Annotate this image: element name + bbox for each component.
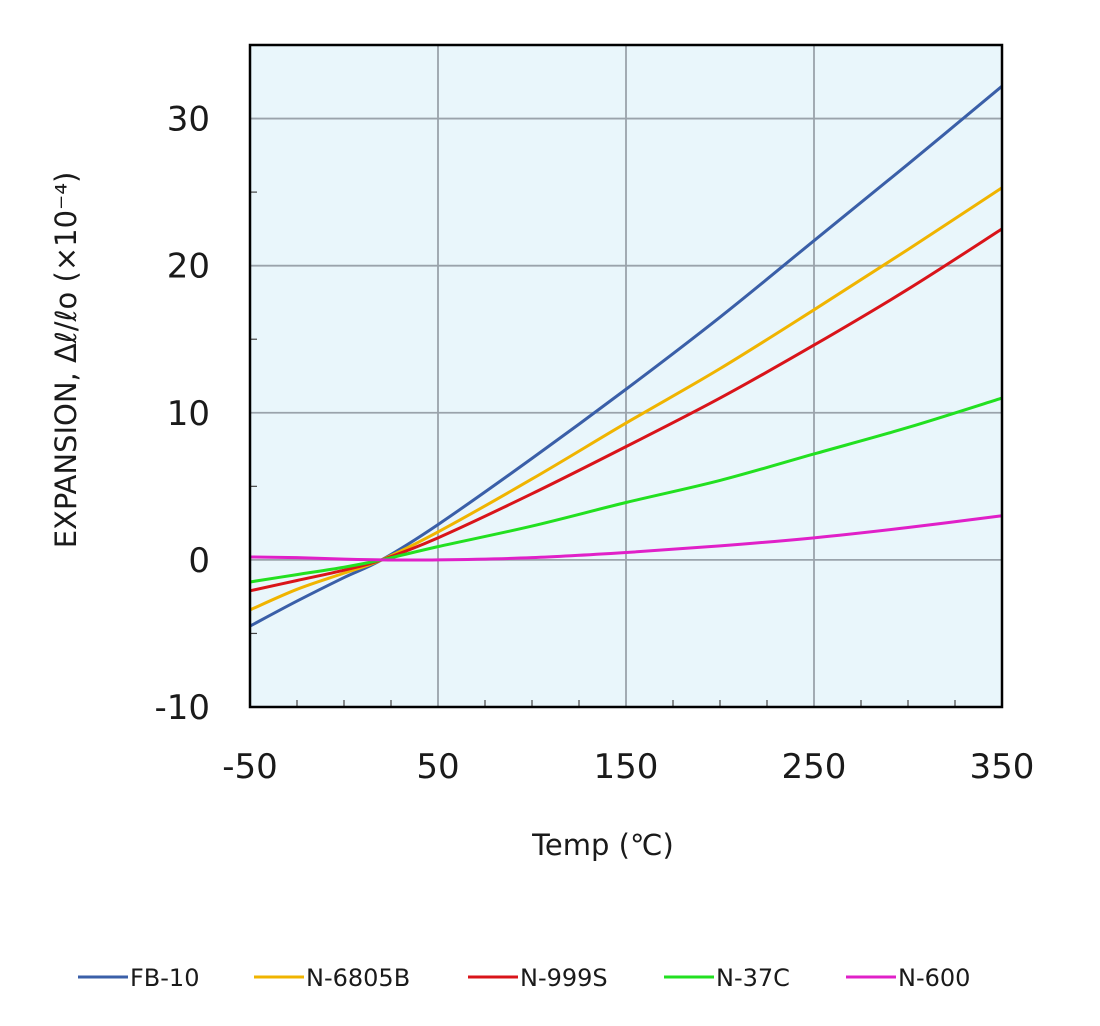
series-lines — [249, 85, 1003, 628]
plot-frame — [248, 43, 1004, 709]
x-tick-label: 350 — [970, 747, 1035, 787]
y-tick-labels: -10 0 10 20 30 — [154, 100, 210, 728]
y-tick-label: 0 — [188, 541, 210, 581]
x-tick-label: 150 — [594, 747, 659, 787]
series-line-fb-10 — [249, 85, 1003, 628]
y-axis-title: EXPANSION, Δℓ/ℓo (×10⁻⁴) — [49, 172, 83, 549]
x-tick-label: 250 — [782, 747, 847, 787]
x-tick-label: -50 — [222, 747, 278, 787]
legend: FB-10 N-6805B N-999S N-37C N-600 — [78, 964, 970, 992]
series-line-n-6805b — [249, 186, 1003, 612]
series-line-n-600 — [249, 514, 1003, 562]
legend-label: FB-10 — [130, 964, 199, 992]
y-tick-label: 20 — [167, 247, 210, 287]
y-tick-label: -10 — [154, 688, 210, 728]
y-tick-label: 10 — [167, 394, 210, 434]
series-line-n-999s — [249, 227, 1003, 593]
x-axis-title: Temp (℃) — [531, 828, 674, 862]
legend-label: N-999S — [520, 964, 608, 992]
series-line-n-37c — [249, 396, 1003, 584]
y-tick-label: 30 — [167, 100, 210, 140]
legend-label: N-37C — [716, 964, 790, 992]
x-tick-labels: -50 50 150 250 350 — [222, 747, 1034, 787]
legend-label: N-600 — [898, 964, 970, 992]
legend-label: N-6805B — [306, 964, 410, 992]
x-tick-label: 50 — [416, 747, 459, 787]
